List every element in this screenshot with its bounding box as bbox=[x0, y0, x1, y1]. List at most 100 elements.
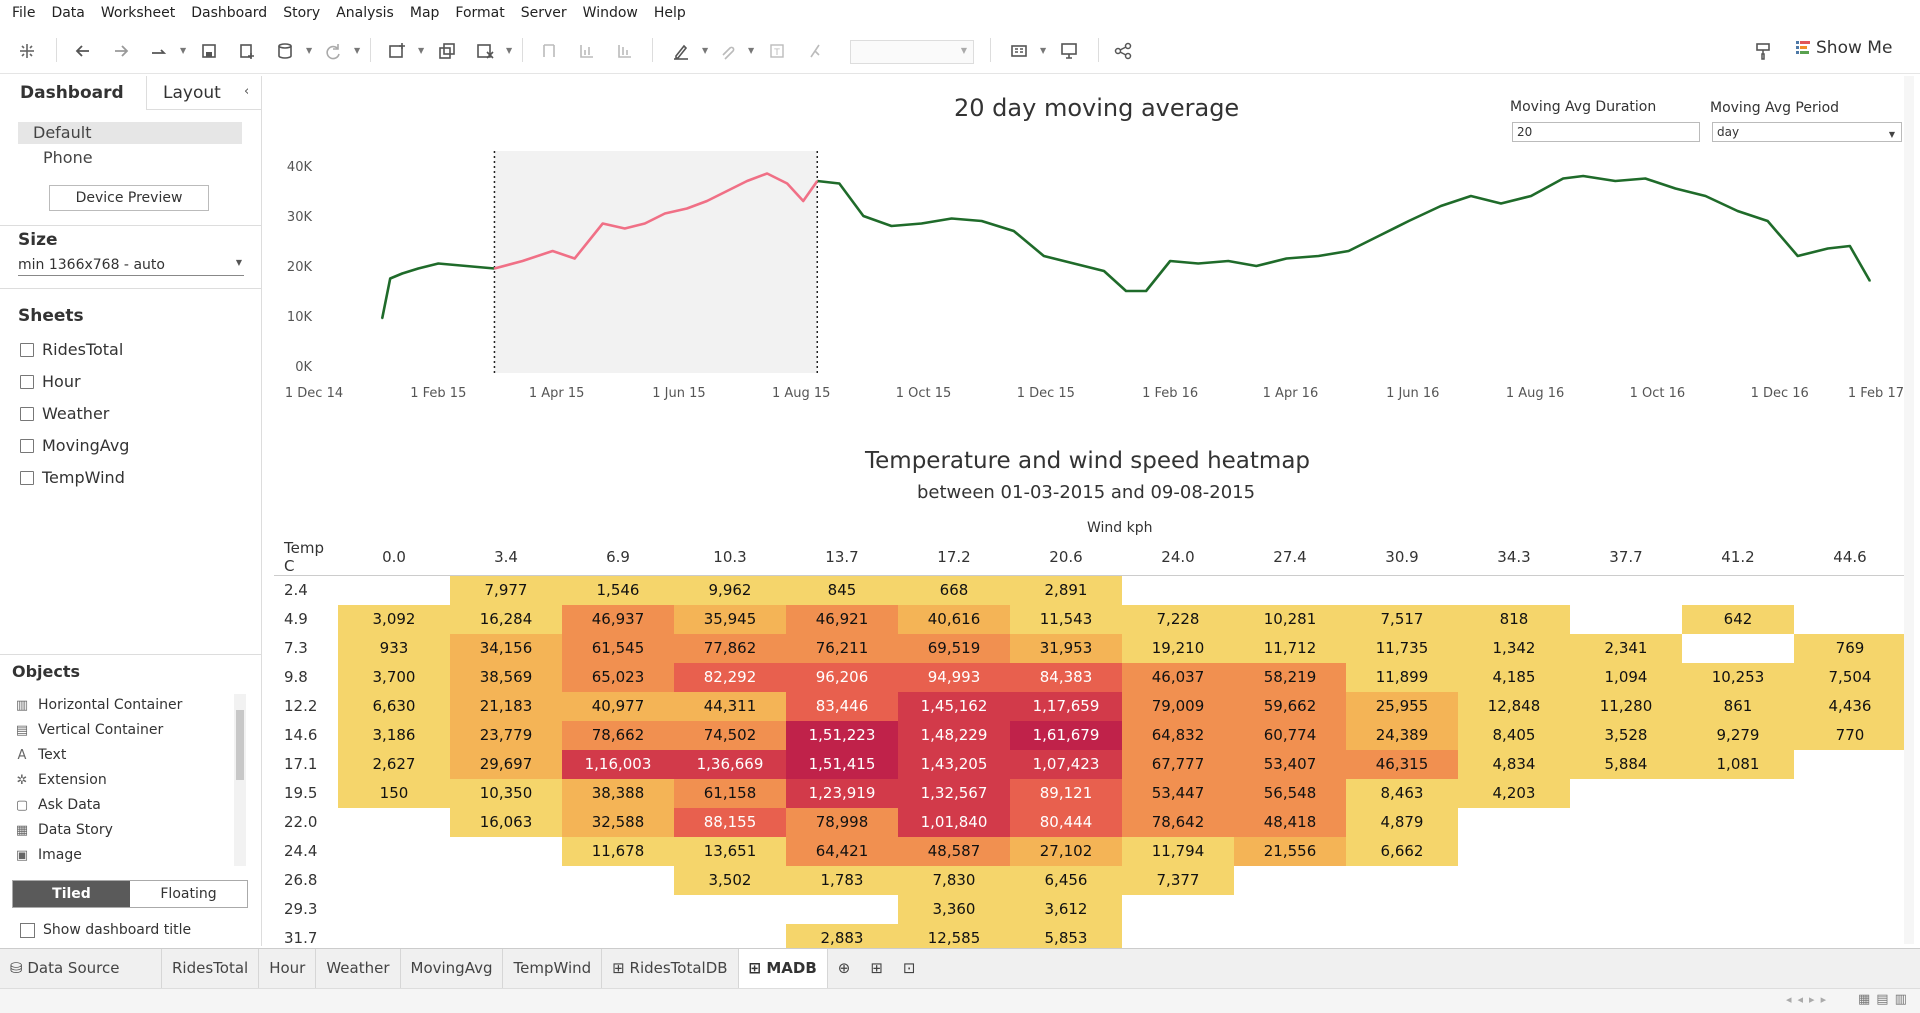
heatmap-cell[interactable]: 12,848 bbox=[1458, 691, 1570, 721]
heatmap-cell[interactable]: 96,206 bbox=[786, 662, 898, 692]
heatmap-cell[interactable]: 3,528 bbox=[1570, 720, 1682, 750]
heatmap-cell[interactable]: 6,630 bbox=[338, 691, 450, 721]
heatmap-cell[interactable]: 25,955 bbox=[1346, 691, 1458, 721]
device-preview-button[interactable]: Device Preview bbox=[49, 185, 209, 211]
duration-param-input[interactable]: 20 bbox=[1512, 122, 1700, 142]
pause-updates-icon[interactable] bbox=[270, 36, 300, 66]
new-worksheet-icon[interactable] bbox=[382, 36, 412, 66]
heatmap-cell[interactable]: 3,700 bbox=[338, 662, 450, 692]
heatmap-cell[interactable]: 46,037 bbox=[1122, 662, 1234, 692]
heatmap-cell[interactable]: 40,616 bbox=[898, 604, 1010, 634]
heatmap-cell[interactable]: 16,063 bbox=[450, 807, 562, 837]
heatmap-cell[interactable]: 4,185 bbox=[1458, 662, 1570, 692]
heatmap-cell[interactable]: 10,281 bbox=[1234, 604, 1346, 634]
heatmap-cell[interactable]: 84,383 bbox=[1010, 662, 1122, 692]
heatmap-cell[interactable]: 80,444 bbox=[1010, 807, 1122, 837]
heatmap-cell[interactable]: 21,556 bbox=[1234, 836, 1346, 866]
heatmap-cell[interactable]: 82,292 bbox=[674, 662, 786, 692]
refresh-icon[interactable] bbox=[318, 36, 348, 66]
heatmap-cell[interactable]: 19,210 bbox=[1122, 633, 1234, 663]
heatmap-cell[interactable]: 8,405 bbox=[1458, 720, 1570, 750]
heatmap-cell[interactable]: 1,45,162 bbox=[898, 691, 1010, 721]
heatmap-cell[interactable]: 69,519 bbox=[898, 633, 1010, 663]
replay-icon[interactable] bbox=[144, 36, 174, 66]
heatmap-cell[interactable]: 29,697 bbox=[450, 749, 562, 779]
format-workbook-icon[interactable] bbox=[1748, 36, 1778, 66]
heatmap-cell[interactable]: 1,094 bbox=[1570, 662, 1682, 692]
heatmap-cell[interactable]: 7,377 bbox=[1122, 865, 1234, 895]
menu-map[interactable]: Map bbox=[409, 5, 440, 21]
heatmap-cell[interactable]: 1,51,415 bbox=[786, 749, 898, 779]
heatmap-cell[interactable]: 770 bbox=[1794, 720, 1906, 750]
menu-window[interactable]: Window bbox=[582, 5, 638, 21]
heatmap-cell[interactable]: 59,662 bbox=[1234, 691, 1346, 721]
heatmap-cell[interactable]: 11,712 bbox=[1234, 633, 1346, 663]
sheet-item-hour[interactable]: Hour bbox=[20, 372, 81, 391]
heatmap-cell[interactable]: 3,092 bbox=[338, 604, 450, 634]
device-default[interactable]: Default bbox=[18, 122, 242, 144]
heatmap-cell[interactable]: 1,23,919 bbox=[786, 778, 898, 808]
menu-analysis[interactable]: Analysis bbox=[336, 5, 394, 21]
fit-dropdown[interactable]: ▼ bbox=[850, 40, 974, 64]
heatmap-cell[interactable]: 67,777 bbox=[1122, 749, 1234, 779]
heatmap-cell[interactable]: 46,315 bbox=[1346, 749, 1458, 779]
heatmap-cell[interactable]: 1,342 bbox=[1458, 633, 1570, 663]
heatmap-cell[interactable]: 1,61,679 bbox=[1010, 720, 1122, 750]
tab-navigation-icons[interactable]: ◂◂▸▸ bbox=[1786, 993, 1833, 1006]
heatmap-cell[interactable]: 5,853 bbox=[1010, 923, 1122, 953]
menu-data[interactable]: Data bbox=[51, 5, 85, 21]
sort-descending-icon[interactable] bbox=[610, 36, 640, 66]
clear-sheet-icon[interactable] bbox=[470, 36, 500, 66]
show-title-checkbox[interactable] bbox=[20, 922, 35, 938]
heatmap-cell[interactable]: 769 bbox=[1794, 633, 1906, 663]
share-icon[interactable] bbox=[1108, 36, 1138, 66]
heatmap-cell[interactable]: 1,01,840 bbox=[898, 807, 1010, 837]
heatmap-cell[interactable]: 21,183 bbox=[450, 691, 562, 721]
swap-icon[interactable] bbox=[534, 36, 564, 66]
tab-madb[interactable]: ⊞ MADB bbox=[738, 948, 828, 989]
heatmap-cell[interactable]: 74,502 bbox=[674, 720, 786, 750]
heatmap-cell[interactable]: 34,156 bbox=[450, 633, 562, 663]
sheet-item-ridestotal[interactable]: RidesTotal bbox=[20, 340, 123, 359]
heatmap-cell[interactable]: 11,794 bbox=[1122, 836, 1234, 866]
heatmap-cell[interactable]: 64,832 bbox=[1122, 720, 1234, 750]
heatmap-cell[interactable]: 1,783 bbox=[786, 865, 898, 895]
heatmap-cell[interactable]: 48,587 bbox=[898, 836, 1010, 866]
menu-file[interactable]: File bbox=[12, 5, 36, 21]
size-dropdown[interactable]: min 1366x768 - auto ▼ bbox=[18, 254, 244, 276]
menu-help[interactable]: Help bbox=[653, 5, 686, 21]
heatmap-cell[interactable]: 7,504 bbox=[1794, 662, 1906, 692]
new-dashboard-tab-icon[interactable]: ⊞ bbox=[870, 958, 883, 977]
heatmap-cell[interactable]: 642 bbox=[1682, 604, 1794, 634]
heatmap-cell[interactable]: 38,388 bbox=[562, 778, 674, 808]
tab-movingavg[interactable]: MovingAvg bbox=[401, 948, 504, 989]
heatmap-cell[interactable]: 1,16,003 bbox=[562, 749, 674, 779]
device-phone[interactable]: Phone bbox=[43, 148, 93, 167]
heatmap-cell[interactable]: 61,545 bbox=[562, 633, 674, 663]
duplicate-sheet-icon[interactable] bbox=[432, 36, 462, 66]
menu-worksheet[interactable]: Worksheet bbox=[100, 5, 176, 21]
heatmap-cell[interactable]: 668 bbox=[898, 575, 1010, 605]
heatmap-cell[interactable]: 8,463 bbox=[1346, 778, 1458, 808]
heatmap-cell[interactable]: 4,203 bbox=[1458, 778, 1570, 808]
object-extension[interactable]: ✲ Extension bbox=[14, 772, 107, 788]
period-param-dropdown[interactable]: day ▼ bbox=[1712, 122, 1902, 142]
tab-ridestotal[interactable]: RidesTotal bbox=[162, 948, 260, 989]
heatmap-cell[interactable]: 77,862 bbox=[674, 633, 786, 663]
heatmap-cell[interactable]: 4,879 bbox=[1346, 807, 1458, 837]
heatmap-cell[interactable]: 7,830 bbox=[898, 865, 1010, 895]
sheet-item-weather[interactable]: Weather bbox=[20, 404, 109, 423]
heatmap-cell[interactable]: 1,17,659 bbox=[1010, 691, 1122, 721]
heatmap-cell[interactable]: 2,341 bbox=[1570, 633, 1682, 663]
heatmap-cell[interactable]: 16,284 bbox=[450, 604, 562, 634]
heatmap-cell[interactable]: 6,662 bbox=[1346, 836, 1458, 866]
object-ask-data[interactable]: ▢ Ask Data bbox=[14, 797, 101, 813]
undo-icon[interactable] bbox=[68, 36, 98, 66]
heatmap-cell[interactable]: 64,421 bbox=[786, 836, 898, 866]
save-icon[interactable] bbox=[194, 36, 224, 66]
heatmap-cell[interactable]: 1,51,223 bbox=[786, 720, 898, 750]
heatmap-cell[interactable]: 10,253 bbox=[1682, 662, 1794, 692]
heatmap-cell[interactable]: 1,081 bbox=[1682, 749, 1794, 779]
heatmap-cell[interactable]: 53,407 bbox=[1234, 749, 1346, 779]
show-mark-labels-icon[interactable]: T bbox=[762, 36, 792, 66]
